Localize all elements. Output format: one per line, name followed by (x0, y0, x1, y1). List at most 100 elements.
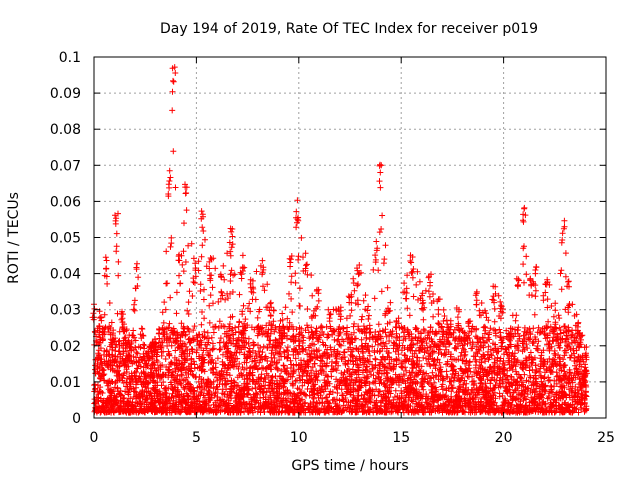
data-point (416, 278, 423, 285)
data-point (376, 229, 383, 236)
data-point (524, 391, 531, 398)
data-point (226, 372, 233, 379)
data-point (387, 299, 394, 306)
data-point (378, 226, 385, 232)
data-point (420, 354, 427, 361)
data-point (207, 292, 214, 299)
data-point (210, 329, 217, 336)
data-point (377, 388, 383, 395)
data-point (161, 299, 168, 306)
data-point (525, 378, 532, 385)
data-point (513, 368, 519, 375)
data-point (168, 234, 175, 241)
data-point (523, 253, 530, 260)
data-point (392, 371, 399, 378)
data-point (167, 294, 174, 301)
data-point (325, 333, 332, 339)
data-point (547, 323, 554, 330)
data-point (201, 328, 208, 335)
data-point (358, 316, 365, 323)
data-point (108, 319, 115, 326)
data-point (181, 220, 187, 227)
data-point (229, 289, 236, 295)
data-point (169, 107, 176, 114)
data-point (97, 384, 104, 391)
data-point (392, 387, 399, 394)
data-point (217, 408, 224, 415)
data-point (344, 324, 351, 331)
data-point (137, 363, 144, 370)
data-point (432, 329, 439, 336)
data-point (209, 340, 216, 347)
data-point (253, 268, 260, 275)
data-point (327, 388, 334, 395)
data-point (497, 298, 504, 305)
data-point (189, 293, 196, 299)
data-point (179, 261, 186, 268)
data-point (156, 335, 163, 342)
data-point (200, 296, 207, 303)
data-point (447, 378, 454, 385)
data-point (376, 328, 383, 335)
data-point (557, 270, 564, 277)
data-point (173, 289, 180, 296)
data-point (163, 390, 170, 397)
data-point (158, 352, 165, 359)
data-point (465, 374, 472, 380)
data-points (89, 64, 590, 416)
data-point (163, 248, 170, 255)
data-point (252, 350, 259, 356)
data-point (410, 266, 417, 272)
data-point (243, 365, 250, 372)
data-point (201, 315, 208, 322)
data-point (216, 339, 223, 346)
data-point (319, 324, 326, 331)
data-point (299, 340, 306, 346)
data-point (214, 355, 221, 362)
data-point (527, 349, 534, 356)
data-point (261, 287, 268, 294)
data-point (160, 319, 167, 326)
data-point (254, 314, 261, 321)
data-point (324, 334, 331, 341)
data-point (259, 349, 266, 356)
data-point (221, 344, 228, 351)
data-point (239, 372, 246, 379)
data-point (198, 321, 205, 328)
data-point (382, 242, 389, 249)
data-point (309, 292, 316, 299)
data-point (235, 323, 242, 330)
data-point (438, 383, 445, 390)
data-point (562, 250, 569, 257)
data-point (210, 345, 217, 352)
data-point (270, 318, 277, 325)
data-point (351, 320, 358, 327)
data-point (553, 408, 560, 415)
data-point (130, 327, 137, 334)
data-point (156, 326, 162, 332)
data-point (92, 362, 99, 369)
data-point (521, 279, 527, 286)
data-point (365, 303, 372, 310)
data-point (509, 312, 516, 319)
data-point (310, 395, 317, 402)
data-point (256, 308, 262, 315)
data-point (440, 306, 447, 313)
data-point (378, 288, 385, 295)
data-point (209, 284, 216, 291)
data-point (204, 329, 211, 336)
data-point (371, 295, 378, 302)
data-point (534, 345, 541, 352)
data-point (224, 290, 231, 297)
data-point (139, 326, 146, 332)
data-point (208, 334, 215, 341)
data-point (362, 292, 369, 299)
data-point (115, 258, 122, 265)
data-point (191, 279, 198, 286)
data-point (185, 336, 192, 343)
data-point (491, 318, 498, 325)
data-point (264, 281, 271, 288)
data-point (131, 307, 138, 314)
data-point (306, 335, 313, 342)
data-point (495, 292, 502, 299)
